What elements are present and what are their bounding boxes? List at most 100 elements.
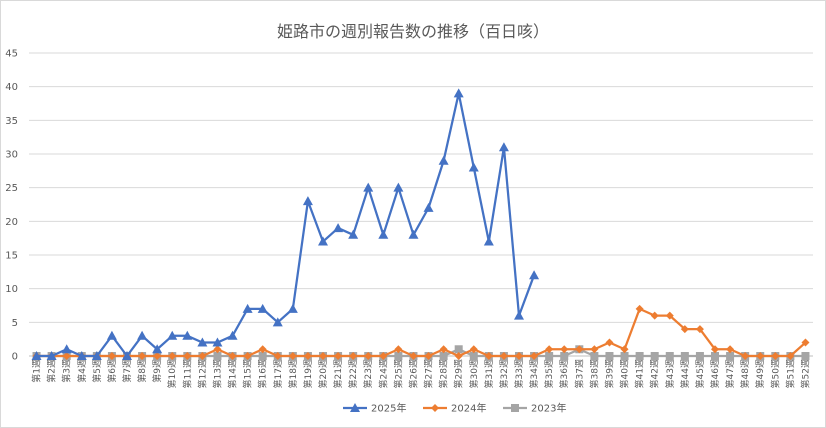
- x-category-label-38: 第38週: [588, 359, 600, 388]
- point-2025-week-8: [137, 330, 148, 340]
- point-2024-week-36: [560, 345, 569, 354]
- legend-item-2025: 2025年: [343, 402, 406, 415]
- point-2024-week-31: [484, 352, 493, 360]
- point-2025-week-19: [302, 196, 313, 206]
- point-2025-week-4: [76, 351, 87, 360]
- point-2025-week-29: [453, 88, 464, 98]
- x-category-label-19: 第19週: [302, 359, 314, 388]
- point-2025-week-7: [122, 351, 132, 360]
- point-2025-week-10: [167, 330, 178, 340]
- y-tick-label-25: 25: [5, 183, 18, 194]
- x-category-label-42: 第42週: [649, 359, 661, 388]
- point-2024-week-26: [409, 352, 418, 360]
- x-category-label-32: 第32週: [498, 359, 510, 388]
- x-category-label-52: 第52週: [799, 359, 811, 388]
- point-2024-week-25: [394, 345, 403, 354]
- x-category-label-14: 第14週: [227, 359, 239, 388]
- series-2024: [32, 304, 810, 360]
- legend: 2025年 2024年 2023年: [343, 402, 566, 415]
- x-category-label-46: 第46週: [709, 359, 721, 388]
- legend-marker-2024: [431, 404, 439, 412]
- point-2025-week-2: [46, 351, 57, 360]
- point-2025-week-23: [363, 182, 374, 192]
- x-category-label-6: 第6週: [106, 359, 118, 383]
- x-category-label-25: 第25週: [392, 359, 404, 388]
- x-category-label-28: 第28週: [438, 359, 450, 388]
- x-category-label-24: 第24週: [377, 359, 389, 388]
- point-2023-week-46: [711, 352, 719, 360]
- point-2024-week-51: [786, 352, 795, 360]
- point-2024-week-42: [650, 311, 659, 320]
- x-category-label-9: 第9週: [151, 359, 163, 383]
- y-tick-label-15: 15: [5, 251, 18, 262]
- point-2023-week-25: [394, 352, 403, 360]
- point-2025-week-20: [318, 236, 328, 246]
- x-category-label-8: 第8週: [136, 359, 148, 383]
- series-line-2024: [36, 307, 807, 358]
- point-2024-week-37: [575, 345, 584, 354]
- point-2025-week-34: [529, 270, 540, 280]
- chart-title: 姫路市の週別報告数の推移（百日咳）: [277, 22, 549, 41]
- x-category-label-39: 第39週: [603, 359, 615, 388]
- point-2023-week-38: [590, 352, 599, 360]
- point-2024-week-50: [771, 352, 780, 360]
- point-2023-week-40: [620, 352, 629, 360]
- series-line-2025: [36, 92, 536, 358]
- x-category-label-2: 第2週: [46, 359, 58, 383]
- point-2024-week-41: [635, 304, 644, 313]
- point-2025-week-21: [333, 223, 344, 233]
- point-2024-week-28: [439, 345, 448, 354]
- x-category-label-49: 第49週: [754, 359, 766, 388]
- x-category-label-1: 第1週: [31, 359, 43, 383]
- point-2024-week-39: [605, 338, 614, 347]
- series-2025: [31, 88, 540, 360]
- point-2024-week-17: [273, 352, 282, 360]
- point-2025-week-6: [106, 330, 117, 340]
- point-2023-week-36: [560, 352, 569, 360]
- point-2024-week-44: [680, 325, 689, 334]
- x-category-label-16: 第16週: [257, 359, 269, 388]
- point-2024-week-27: [424, 352, 433, 360]
- x-category-label-4: 第4週: [76, 359, 88, 383]
- y-tick-label-30: 30: [5, 150, 18, 161]
- x-category-label-48: 第48週: [739, 359, 751, 388]
- point-2023-week-45: [695, 352, 704, 360]
- x-axis-category-labels: 第1週 第2週 第3週 第4週 第5週 第6週 第7週 第8週 第9週 第10週 第11週 第12週第…: [31, 359, 812, 388]
- x-category-label-36: 第36週: [558, 359, 570, 388]
- x-category-label-41: 第41週: [634, 359, 646, 388]
- point-2025-week-14: [227, 330, 238, 340]
- x-category-label-13: 第13週: [211, 359, 223, 388]
- y-tick-label-0: 0: [12, 352, 18, 363]
- legend-label-2024: 2024年: [451, 402, 486, 415]
- point-2023-week-42: [650, 352, 659, 360]
- point-2025-week-18: [287, 303, 298, 313]
- x-category-label-45: 第45週: [694, 359, 706, 388]
- y-axis-tick-labels: 0 5 10 15 20 25 30 35 40 45: [5, 49, 18, 363]
- legend-marker-2025: [350, 403, 360, 412]
- x-category-label-33: 第33週: [513, 359, 525, 388]
- x-category-label-7: 第7週: [121, 359, 133, 383]
- point-2024-week-21: [334, 352, 343, 360]
- point-2024-week-47: [726, 345, 735, 354]
- point-2024-week-49: [756, 352, 765, 360]
- point-2025-week-28: [438, 155, 449, 165]
- x-category-label-26: 第26週: [407, 359, 419, 388]
- point-2023-week-16: [258, 352, 267, 360]
- point-2024-week-9: [153, 352, 162, 360]
- x-category-label-11: 第11週: [181, 359, 193, 388]
- point-2025-week-16: [257, 303, 268, 313]
- point-2024-week-30: [469, 345, 478, 354]
- point-2025-week-15: [242, 303, 253, 313]
- point-2024-week-23: [364, 352, 373, 360]
- point-2024-week-16: [258, 345, 267, 354]
- point-2024-week-34: [530, 352, 539, 360]
- point-2024-week-46: [711, 345, 719, 354]
- point-2025-week-25: [393, 182, 404, 192]
- x-category-label-29: 第29週: [453, 359, 465, 388]
- point-2024-week-33: [515, 352, 523, 360]
- point-2024-week-40: [620, 345, 629, 354]
- point-2025-week-12: [197, 337, 208, 347]
- point-2024-week-43: [665, 311, 674, 320]
- x-category-label-40: 第40週: [619, 359, 631, 388]
- point-2024-week-29: [454, 352, 463, 360]
